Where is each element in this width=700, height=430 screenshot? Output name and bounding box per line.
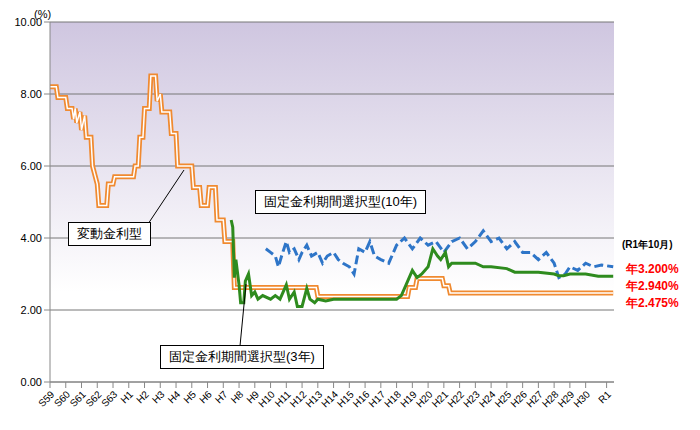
svg-text:H24: H24 <box>476 388 498 410</box>
svg-text:H10: H10 <box>256 388 277 410</box>
html-text:固定金利期間選択型(10年): 固定金利期間選択型(10年) <box>264 194 418 209</box>
svg-text:H29: H29 <box>555 388 577 410</box>
svg-text:H9: H9 <box>244 388 262 406</box>
svg-text:H17: H17 <box>366 388 388 410</box>
html-text:固定金利期間選択型(3年): 固定金利期間選択型(3年) <box>169 349 315 364</box>
svg-text:H26: H26 <box>508 388 530 410</box>
svg-text:H14: H14 <box>319 388 340 410</box>
svg-text:H6: H6 <box>197 388 214 405</box>
svg-text:H19: H19 <box>398 388 419 410</box>
svg-text:S59: S59 <box>36 388 57 409</box>
svg-text:2.00: 2.00 <box>21 304 42 316</box>
svg-text:H5: H5 <box>181 388 198 405</box>
svg-text:H12: H12 <box>287 388 309 410</box>
svg-text:S60: S60 <box>51 388 73 409</box>
svg-text:H16: H16 <box>350 388 372 410</box>
svg-text:H22: H22 <box>445 388 466 410</box>
svg-text:H20: H20 <box>413 388 435 410</box>
svg-text:H27: H27 <box>524 388 545 410</box>
html-text:変動金利型: 変動金利型 <box>77 226 142 241</box>
svg-text:H3: H3 <box>150 388 167 405</box>
svg-text:4.00: 4.00 <box>21 232 42 244</box>
svg-text:H8: H8 <box>229 388 246 405</box>
svg-text:H1: H1 <box>118 388 135 405</box>
svg-text:0.00: 0.00 <box>21 376 42 388</box>
svg-text:H4: H4 <box>166 388 183 405</box>
svg-text:H23: H23 <box>461 388 482 410</box>
svg-text:H11: H11 <box>272 388 293 409</box>
svg-text:S62: S62 <box>83 388 104 409</box>
svg-text:H21: H21 <box>429 388 451 410</box>
svg-text:H25: H25 <box>492 388 514 410</box>
svg-text:8.00: 8.00 <box>21 88 42 100</box>
svg-text:10.00: 10.00 <box>14 15 42 28</box>
html-text:(R1年10月): (R1年10月) <box>622 239 673 250</box>
svg-text:R1: R1 <box>596 388 613 405</box>
svg-text:H28: H28 <box>539 388 561 410</box>
svg-text:S61: S61 <box>67 388 88 409</box>
html-text:年2.940%: 年2.940% <box>626 279 679 293</box>
svg-text:H2: H2 <box>134 388 151 405</box>
svg-text:H13: H13 <box>303 388 325 410</box>
svg-text:H18: H18 <box>382 388 403 410</box>
svg-text:H30: H30 <box>571 388 592 409</box>
svg-text:H15: H15 <box>335 388 356 410</box>
html-text:年2.475%: 年2.475% <box>626 296 679 310</box>
svg-text:H7: H7 <box>213 388 230 405</box>
svg-text:S63: S63 <box>99 388 120 409</box>
svg-text:6.00: 6.00 <box>21 160 42 172</box>
html-text:年3.200%: 年3.200% <box>626 262 679 276</box>
